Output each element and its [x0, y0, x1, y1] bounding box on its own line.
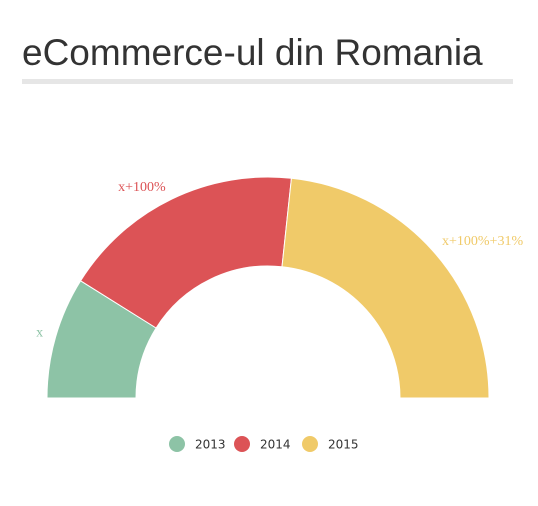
legend-label: 2014	[260, 438, 291, 452]
data-label: x	[36, 326, 43, 341]
donut-segment	[281, 177, 490, 399]
legend-marker	[302, 436, 318, 452]
data-label: x+100%	[118, 180, 166, 195]
chart-title: eCommerce-ul din Romania	[22, 32, 483, 73]
legend-label: 2013	[195, 438, 226, 452]
data-label: x+100%+31%	[442, 234, 523, 249]
title-underline	[22, 79, 513, 84]
legend-marker	[169, 436, 185, 452]
legend-label: 2015	[328, 438, 359, 452]
legend-marker	[234, 436, 250, 452]
